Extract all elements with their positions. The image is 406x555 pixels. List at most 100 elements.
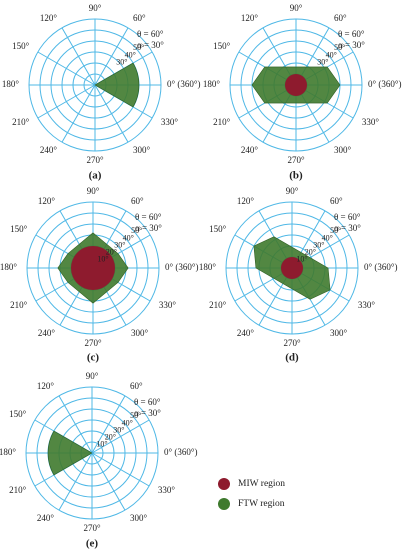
miw-swatch	[218, 478, 230, 490]
angle-label: 90°	[290, 3, 303, 13]
grid-spoke	[91, 452, 150, 487]
angle-label: 120°	[37, 381, 55, 391]
angle-label: 300°	[130, 513, 148, 523]
angle-label: 210°	[12, 117, 30, 127]
angle-label: 120°	[38, 196, 56, 206]
angle-label: 150°	[213, 41, 231, 51]
angle-label: 240°	[241, 145, 259, 155]
angle-label: 270°	[83, 523, 101, 533]
radial-label: 40°	[326, 50, 337, 59]
radial-label: 50°	[130, 411, 141, 420]
panel-label-e: (e)	[86, 538, 99, 550]
radial-label: 30°	[313, 240, 324, 249]
angle-label: 0° (360°)	[164, 447, 197, 457]
radial-label: 30°	[114, 240, 125, 249]
angle-label: 270°	[84, 338, 102, 348]
angle-label: 300°	[334, 145, 352, 155]
miw-region	[71, 246, 115, 290]
angle-label: 330°	[158, 485, 176, 495]
grid-spoke	[37, 84, 96, 119]
angle-label: 210°	[213, 117, 231, 127]
radial-label: 50°	[133, 43, 144, 52]
angle-label: 240°	[40, 145, 58, 155]
radial-label: 40°	[123, 233, 134, 242]
ftw-swatch	[218, 498, 230, 510]
grid-spoke	[58, 395, 93, 454]
radial-label: 10°	[96, 439, 107, 448]
radial-label: 40°	[125, 50, 136, 59]
angle-label: 270°	[283, 338, 301, 348]
theta-label: θ = 60°	[135, 212, 162, 222]
grid-spoke	[61, 84, 96, 143]
angle-label: 330°	[358, 300, 376, 310]
grid-spoke	[61, 27, 96, 86]
angle-label: 90°	[286, 186, 299, 196]
angle-label: 210°	[9, 485, 27, 495]
angle-label: 180°	[199, 262, 217, 272]
alpha-label: α = 30°	[338, 40, 365, 50]
legend-item-miw: MIW region	[218, 474, 285, 494]
grid-spoke	[58, 452, 93, 511]
theta-label: θ = 60°	[134, 397, 161, 407]
grid-spoke	[37, 51, 96, 86]
grid-spoke	[94, 27, 129, 86]
panel-label-a: (a)	[89, 170, 102, 182]
grid-spoke	[91, 395, 126, 454]
panel-label-d: (d)	[285, 352, 299, 364]
angle-label: 270°	[287, 155, 305, 165]
panel-d	[225, 201, 359, 335]
radial-label: 30°	[113, 425, 124, 434]
legend: MIW region FTW region	[218, 474, 285, 514]
radial-label: 30°	[317, 57, 328, 66]
angle-label: 180°	[0, 447, 16, 457]
angle-label: 330°	[159, 300, 177, 310]
legend-miw-label: MIW region	[238, 479, 286, 489]
miw-region	[285, 74, 307, 96]
angle-label: 210°	[209, 300, 227, 310]
angle-label: 180°	[2, 79, 20, 89]
angle-label: 150°	[209, 224, 227, 234]
angle-label: 240°	[38, 328, 56, 338]
angle-label: 60°	[330, 196, 343, 206]
angle-label: 180°	[203, 79, 221, 89]
panel-e	[25, 386, 159, 520]
grid-spoke	[94, 84, 129, 143]
angle-label: 150°	[10, 224, 28, 234]
theta-label: θ = 60°	[137, 29, 164, 39]
angle-label: 180°	[0, 262, 17, 272]
angle-label: 90°	[86, 371, 99, 381]
panel-c	[26, 201, 160, 335]
angle-label: 150°	[12, 41, 30, 51]
angle-label: 0° (360°)	[368, 79, 401, 89]
radial-label: 10°	[296, 254, 307, 263]
legend-item-ftw: FTW region	[218, 494, 285, 514]
radial-label: 30°	[116, 57, 127, 66]
radial-label: 10°	[97, 254, 108, 263]
angle-label: 90°	[87, 186, 100, 196]
alpha-label: α = 30°	[137, 40, 164, 50]
panel-b	[229, 18, 363, 152]
angle-label: 330°	[362, 117, 380, 127]
angle-label: 150°	[9, 409, 27, 419]
ftw-region	[94, 62, 140, 108]
theta-label: θ = 60°	[334, 212, 361, 222]
panel-a	[28, 18, 162, 152]
panel-label-c: (c)	[87, 352, 100, 364]
angle-label: 210°	[10, 300, 28, 310]
angle-label: 0° (360°)	[364, 262, 397, 272]
radial-label: 40°	[322, 233, 333, 242]
miw-region	[281, 257, 303, 279]
angle-label: 0° (360°)	[165, 262, 198, 272]
alpha-label: α = 30°	[134, 408, 161, 418]
grid-spoke	[91, 419, 150, 454]
angle-label: 60°	[334, 13, 347, 23]
radial-label: 40°	[122, 418, 133, 427]
angle-label: 240°	[237, 328, 255, 338]
angle-label: 0° (360°)	[167, 79, 200, 89]
angle-label: 330°	[161, 117, 179, 127]
angle-label: 300°	[133, 145, 151, 155]
angle-label: 120°	[241, 13, 259, 23]
radial-label: 50°	[334, 43, 345, 52]
